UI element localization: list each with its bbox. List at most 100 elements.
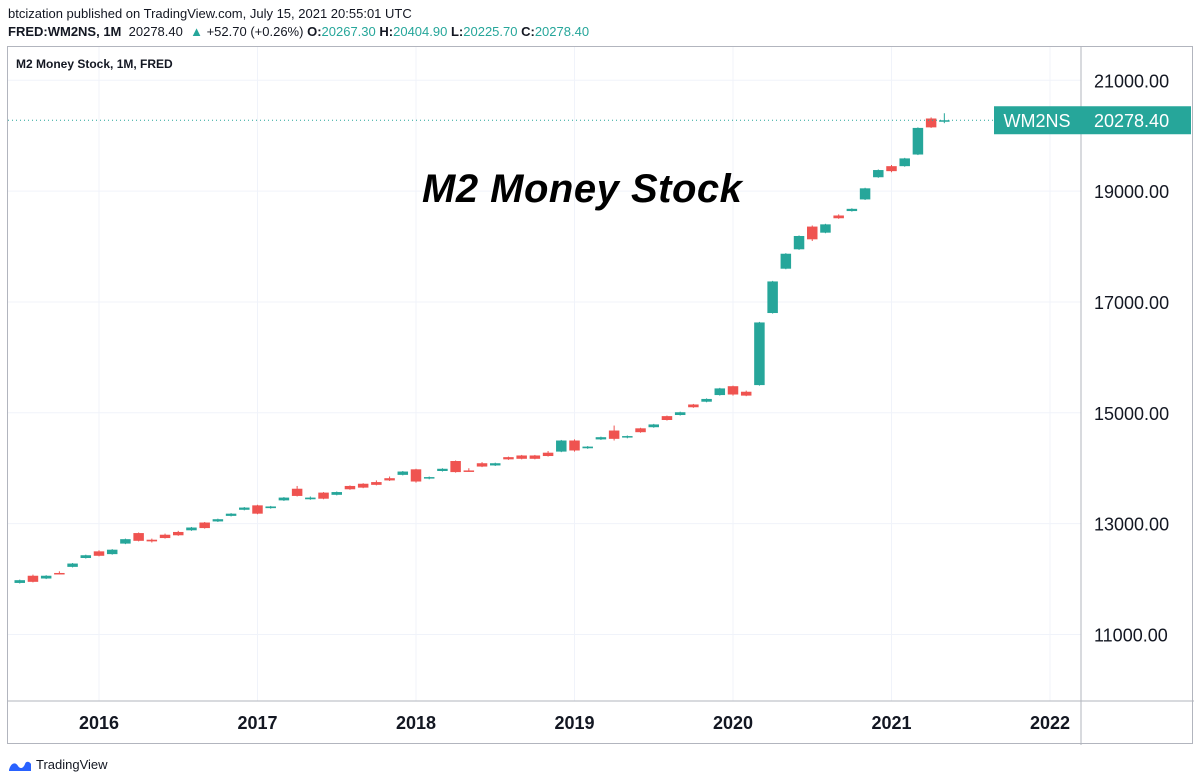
candle-body [793,235,805,250]
candle-body [516,455,527,459]
candle-body [542,452,554,457]
candle-body [199,522,210,529]
candle-body [239,507,250,510]
up-arrow-icon: ▲ [190,24,203,39]
candle-body [212,519,224,522]
candle-body [939,120,950,122]
candle-body [54,572,65,575]
close-value: 20278.40 [534,24,590,39]
x-tick-label: 2019 [554,713,594,733]
candle-body [807,226,818,240]
candle-body [595,437,607,440]
overlay-title: M2 Money Stock [422,167,743,211]
candle-body [476,463,488,467]
candle-body [754,322,765,386]
y-tick-label: 19000.00 [1094,182,1169,202]
x-tick-label: 2021 [871,713,911,733]
price-badge [1081,106,1191,135]
candle-body [423,477,435,479]
candle-body [740,391,752,396]
candle-body [252,505,263,514]
x-tick-label: 2020 [713,713,753,733]
footer-brand-label: TradingView [36,757,108,772]
candle-body [278,497,290,501]
candle-body [490,463,501,466]
symbol-info-line: FRED:WM2NS, 1M 20278.40 ▲ +52.70 (+0.26%… [8,24,589,39]
candlestick-chart[interactable]: 11000.00 13000.00 15000.00 17000.00 19000.00… [8,47,1194,745]
y-tick-label: 15000.00 [1094,404,1169,424]
candle-body [344,485,356,490]
candle-body [714,388,726,396]
footer-brand[interactable]: TradingView [8,757,108,772]
candle-body [899,158,910,167]
candle-body [14,580,25,583]
candle-body [648,424,659,428]
candle-body [437,468,448,471]
candle-body [159,534,171,539]
candle-body [27,575,39,582]
candle-body [820,224,831,233]
open-key: O: [307,24,322,39]
candle-body [357,483,369,488]
candle-body [556,440,567,452]
price-badge-value: 20278.40 [1094,111,1169,131]
candle-body [40,575,52,579]
tradingview-logo-icon [9,761,31,771]
high-value: 20404.90 [393,24,448,39]
low-value: 20225.70 [463,24,518,39]
candle-body [106,549,118,555]
last-price: 20278.40 [128,24,183,39]
candle-body [873,170,884,178]
candle-body [925,118,937,128]
candle-body [688,404,699,408]
candle-body [846,208,858,212]
candle-body [767,281,778,314]
candle-body [912,127,924,155]
chart-title: M2 Money Stock, 1M, FRED [16,57,173,71]
x-tick-label: 2018 [396,713,436,733]
candle-body [371,482,382,485]
candle-body [410,469,422,482]
candle-body [133,533,144,541]
x-tick-label: 2016 [79,713,119,733]
candle-body [582,446,593,449]
symbol-label[interactable]: FRED:WM2NS, 1M [8,24,122,39]
x-tick-label: 2022 [1030,713,1070,733]
candle-body [635,428,646,433]
candle-body [463,470,475,472]
candle-body [318,492,329,499]
candle-body [397,471,409,475]
candle-body [727,386,739,395]
candle-body [305,497,316,500]
candle-body [120,539,131,544]
candle-body [173,531,184,536]
candle-body [67,563,78,567]
chart-frame[interactable]: 11000.00 13000.00 15000.00 17000.00 19000.00… [7,46,1194,745]
candle-body [701,398,712,402]
y-tick-label: 17000.00 [1094,293,1169,313]
x-tick-label: 2017 [237,713,277,733]
price-change: +52.70 (+0.26%) [206,24,304,39]
candle-body [291,488,303,496]
candle-body [80,555,92,559]
low-key: L: [450,24,464,39]
candle-body [265,506,276,509]
candle-body [661,416,673,421]
candle-body [450,461,461,473]
candle-body [569,440,580,451]
candle-body [674,412,686,416]
candle-body [886,166,897,172]
candle-body [833,215,844,219]
candle-body [186,527,197,531]
candle-body [331,492,342,495]
y-tick-label: 11000.00 [1094,625,1168,645]
open-value: 20267.30 [321,24,376,39]
candle-body [146,539,158,542]
published-line: btcization published on TradingView.com,… [8,6,412,21]
y-tick-label: 13000.00 [1094,515,1169,535]
high-key: H: [379,24,394,39]
candle-body [859,188,871,200]
symbol-badge [994,106,1081,135]
symbol-badge-label: WM2NS [1004,111,1071,131]
candle-body [384,478,395,481]
